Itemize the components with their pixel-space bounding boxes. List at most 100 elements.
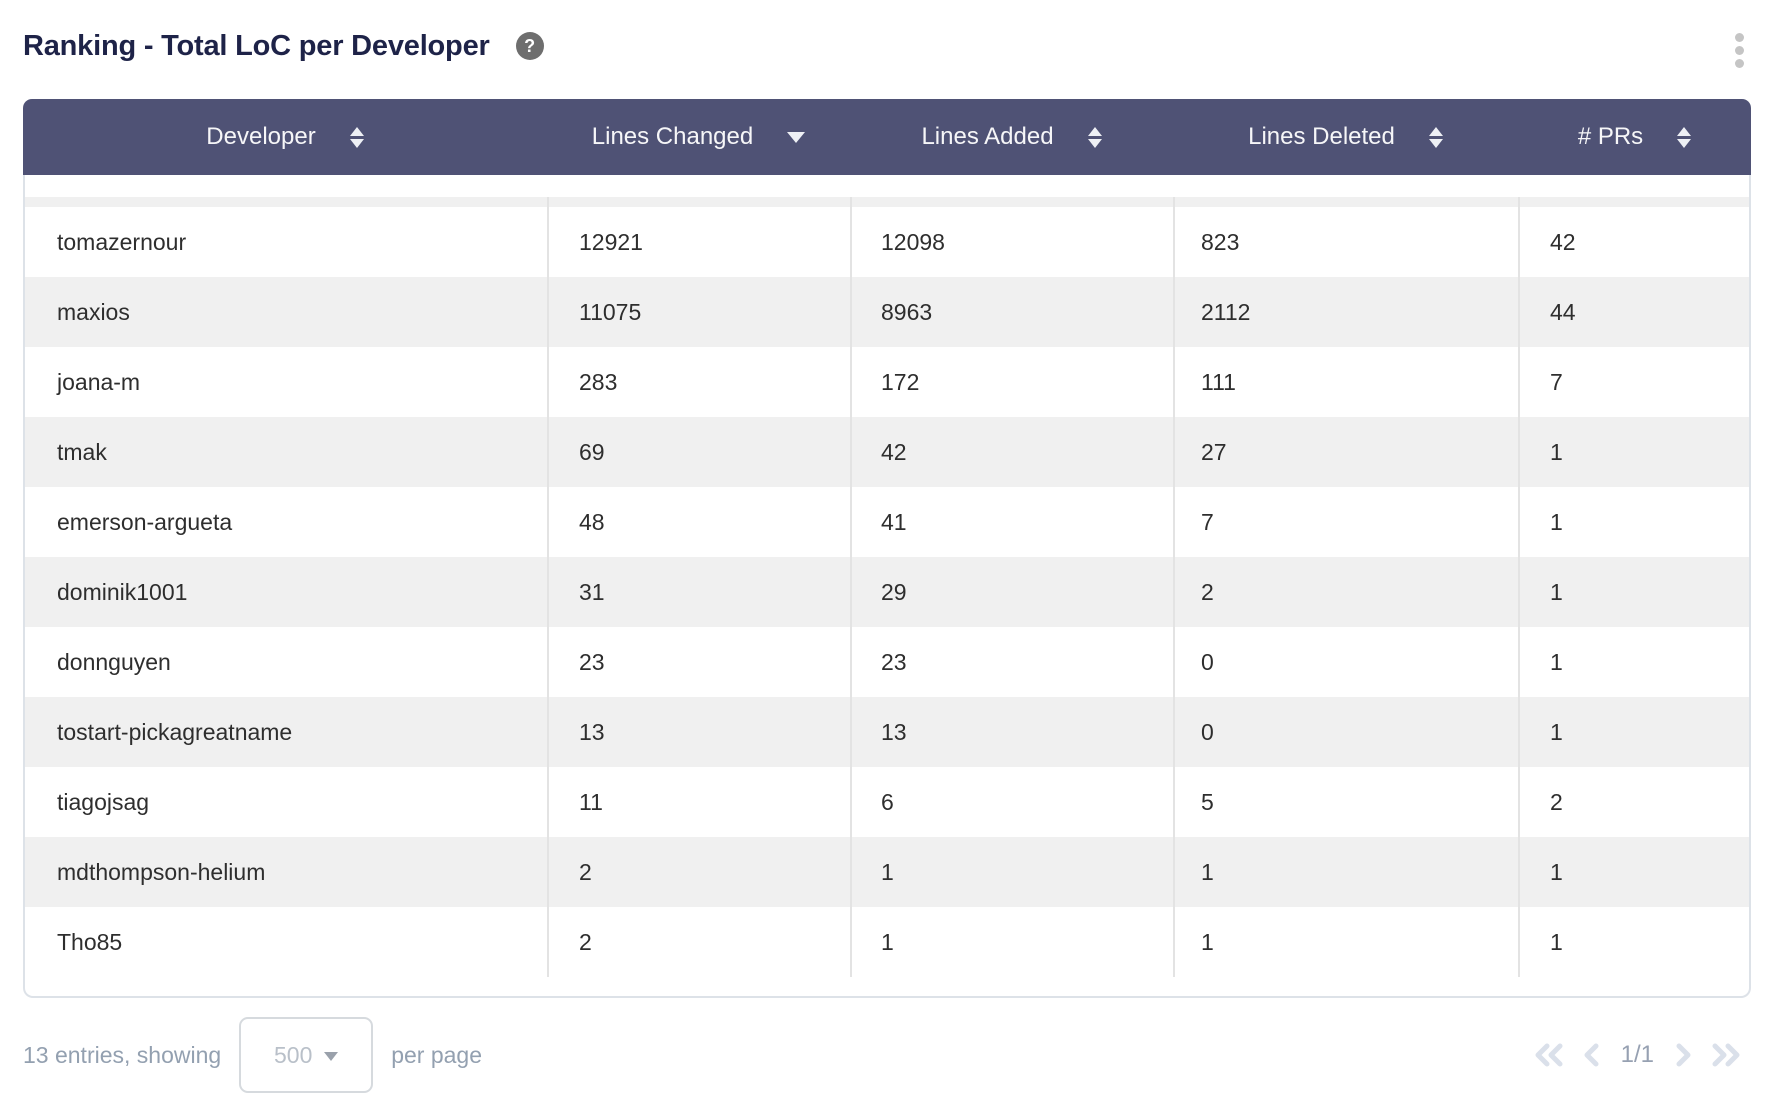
column-label: # PRs: [1577, 123, 1644, 150]
cell-lines-deleted: 5: [1173, 767, 1518, 837]
widget-title-row: Ranking - Total LoC per Developer ?: [23, 24, 544, 68]
cell-lines-deleted: 823: [1173, 207, 1518, 277]
cell-lines-added: 1: [850, 837, 1173, 907]
last-page-button[interactable]: [1709, 1042, 1743, 1068]
kebab-menu-icon[interactable]: [1735, 33, 1744, 68]
cell-lines-changed: 13: [547, 697, 850, 767]
cell-lines-changed: 48: [547, 487, 850, 557]
column-label: Developer: [206, 123, 316, 150]
cell-lines-changed: 2: [547, 837, 850, 907]
scroll-spacer: [25, 175, 1749, 197]
table-row: dominik1001 31 29 2 1: [25, 557, 1749, 627]
cell-lines-changed: 23: [547, 627, 850, 697]
sort-both-icon: [1428, 126, 1443, 148]
next-page-button[interactable]: [1673, 1042, 1694, 1068]
cell-lines-deleted: 7: [1173, 487, 1518, 557]
table-row: Tho85 2 1 1 1: [25, 907, 1749, 977]
cell-prs: 2: [1518, 767, 1749, 837]
sort-both-icon: [1677, 126, 1692, 148]
cell-lines-deleted: 2: [1173, 557, 1518, 627]
cell-developer: maxios: [57, 298, 130, 325]
cell-lines-changed: 11: [547, 767, 850, 837]
page-indicator: 1/1: [1620, 1041, 1654, 1068]
cell-lines-added: 42: [850, 417, 1173, 487]
cell-lines-changed: 283: [547, 347, 850, 417]
cell-lines-changed: 2: [547, 907, 850, 977]
cell-prs: 1: [1518, 907, 1749, 977]
table-rows: tomazernour 12921 12098 823 42 maxios 11…: [25, 207, 1749, 977]
cell-prs: 1: [1518, 837, 1749, 907]
cell-developer: tomazernour: [57, 228, 187, 255]
cell-lines-changed: 11075: [547, 277, 850, 347]
page-size-value: 500: [274, 1041, 313, 1068]
table-row: emerson-argueta 48 41 7 1: [25, 487, 1749, 557]
cell-prs: 44: [1518, 277, 1749, 347]
sort-desc-icon: [787, 131, 806, 143]
cell-lines-added: 23: [850, 627, 1173, 697]
table-row: tmak 69 42 27 1: [25, 417, 1749, 487]
column-label: Lines Deleted: [1248, 123, 1395, 150]
cell-prs: 1: [1518, 697, 1749, 767]
entries-label: 13 entries, showing: [23, 1041, 222, 1068]
column-header-prs[interactable]: # PRs: [1518, 99, 1751, 175]
table-body: tomazernour 12921 12098 823 42 maxios 11…: [23, 175, 1751, 998]
page-title: Ranking - Total LoC per Developer: [23, 29, 490, 62]
cell-developer: Tho85: [57, 928, 123, 955]
cell-lines-deleted: 1: [1173, 907, 1518, 977]
cell-developer: emerson-argueta: [57, 508, 233, 535]
cell-lines-changed: 69: [547, 417, 850, 487]
cell-lines-added: 12098: [850, 207, 1173, 277]
column-header-lines-added[interactable]: Lines Added: [850, 99, 1173, 175]
pagination: 1/1: [1532, 1041, 1751, 1069]
table-row: maxios 11075 8963 2112 44: [25, 277, 1749, 347]
cell-lines-added: 41: [850, 487, 1173, 557]
per-page-label: per page: [391, 1041, 482, 1068]
cell-prs: 1: [1518, 627, 1749, 697]
column-header-lines-changed[interactable]: Lines Changed: [547, 99, 850, 175]
column-header-developer[interactable]: Developer: [23, 99, 547, 175]
cell-lines-added: 1: [850, 907, 1173, 977]
table-footer: 13 entries, showing 500 per page 1/1: [23, 1017, 1751, 1093]
scrolled-row-sliver: [25, 197, 1749, 207]
table-row: tomazernour 12921 12098 823 42: [25, 207, 1749, 277]
column-label: Lines Changed: [591, 123, 754, 150]
cell-prs: 1: [1518, 557, 1749, 627]
help-glyph: ?: [524, 35, 536, 56]
cell-lines-deleted: 111: [1173, 347, 1518, 417]
sort-both-icon: [1087, 126, 1102, 148]
cell-developer: mdthompson-helium: [57, 858, 266, 885]
cell-developer: tmak: [57, 438, 107, 465]
cell-prs: 42: [1518, 207, 1749, 277]
table-header: Developer Lines Changed Lines Added Line…: [23, 99, 1751, 175]
help-icon[interactable]: ?: [515, 32, 544, 60]
cell-lines-added: 13: [850, 697, 1173, 767]
table-row: donnguyen 23 23 0 1: [25, 627, 1749, 697]
cell-developer: tiagojsag: [57, 788, 150, 815]
cell-lines-deleted: 0: [1173, 627, 1518, 697]
table-row: joana-m 283 172 111 7: [25, 347, 1749, 417]
table-row: tiagojsag 11 6 5 2: [25, 767, 1749, 837]
column-header-lines-deleted[interactable]: Lines Deleted: [1173, 99, 1518, 175]
first-page-button[interactable]: [1532, 1042, 1566, 1068]
cell-developer: joana-m: [57, 368, 141, 395]
column-label: Lines Added: [921, 123, 1054, 150]
page-size-select[interactable]: 500: [239, 1017, 374, 1093]
cell-prs: 1: [1518, 487, 1749, 557]
table-row: mdthompson-helium 2 1 1 1: [25, 837, 1749, 907]
cell-lines-deleted: 0: [1173, 697, 1518, 767]
table-row: tostart-pickagreatname 13 13 0 1: [25, 697, 1749, 767]
cell-developer: donnguyen: [57, 648, 171, 675]
cell-lines-changed: 12921: [547, 207, 850, 277]
cell-lines-changed: 31: [547, 557, 850, 627]
cell-lines-added: 6: [850, 767, 1173, 837]
sort-both-icon: [349, 126, 364, 148]
chevron-down-icon: [324, 1051, 339, 1061]
cell-developer: dominik1001: [57, 578, 188, 605]
cell-lines-added: 29: [850, 557, 1173, 627]
cell-lines-added: 8963: [850, 277, 1173, 347]
prev-page-button[interactable]: [1581, 1042, 1602, 1068]
cell-developer: tostart-pickagreatname: [57, 718, 293, 745]
cell-lines-deleted: 27: [1173, 417, 1518, 487]
cell-prs: 7: [1518, 347, 1749, 417]
cell-lines-deleted: 1: [1173, 837, 1518, 907]
